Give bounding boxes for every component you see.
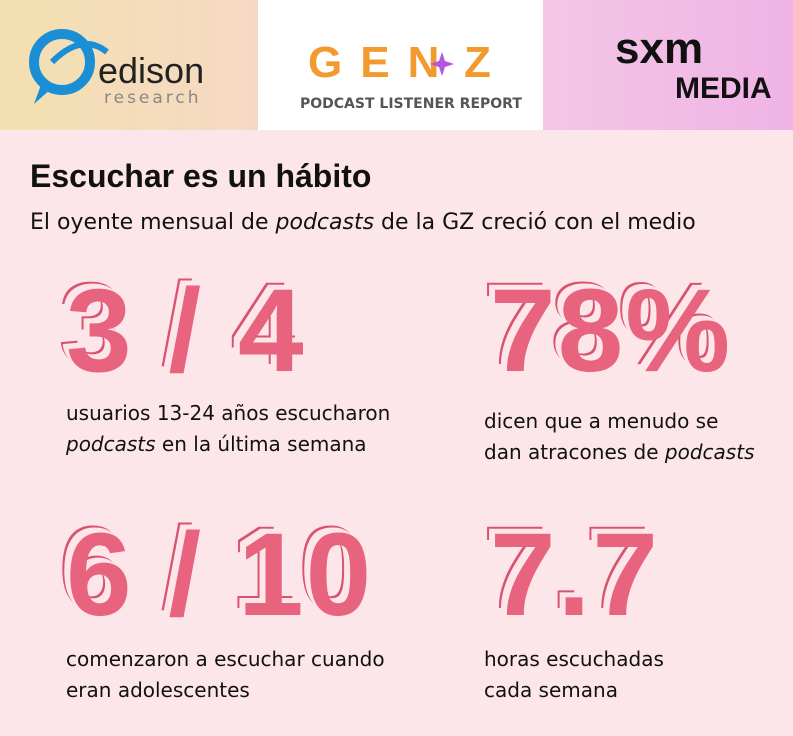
caption-line: dan atracones de podcasts xyxy=(484,437,754,468)
edison-icon xyxy=(29,29,109,104)
caption-line: comenzaron a escuchar cuando xyxy=(66,644,385,675)
text-segment: dicen que a menudo se xyxy=(484,409,719,433)
caption-line: cada semana xyxy=(484,675,664,706)
star xyxy=(430,52,454,76)
text-segment: en la última semana xyxy=(155,432,367,456)
sxm-sub: MEDIA xyxy=(675,72,772,105)
text-segment: El oyente mensual de xyxy=(30,210,276,235)
sxm-name: sxm xyxy=(615,24,704,73)
caption-line: podcasts en la última semana xyxy=(66,429,390,460)
edison-panel: edison research xyxy=(0,0,258,130)
genz-sub: PODCAST LISTENER REPORT xyxy=(300,96,522,112)
text-segment: horas escuchadas xyxy=(484,647,664,671)
edison-name: edison xyxy=(98,50,205,91)
caption-line: usuarios 13-24 años escucharon xyxy=(66,398,390,429)
big-figure: 3 / 4 xyxy=(66,265,306,397)
edison-sub: research xyxy=(104,88,202,108)
text-segment: cada semana xyxy=(484,678,618,702)
big-figure: 7.7 xyxy=(490,509,661,641)
text-segment: podcasts xyxy=(66,432,156,456)
big-figure: 78% xyxy=(490,265,733,397)
title: Escuchar es un hábito xyxy=(30,158,372,194)
caption: usuarios 13-24 años escucharon podcasts e… xyxy=(66,398,390,460)
text-segment: podcasts xyxy=(664,440,755,464)
caption-line: eran adolescentes xyxy=(66,675,385,706)
caption-line: dicen que a menudo se xyxy=(484,406,754,437)
text-segment: usuarios 13-24 años escucharon xyxy=(66,401,391,425)
text-segment: de la GZ creció con el medio xyxy=(374,210,696,235)
genz-left: GEN xyxy=(308,38,458,87)
subtitle: El oyente mensual de podcasts de la GZ c… xyxy=(30,210,696,235)
sxm-panel: sxm MEDIA xyxy=(543,0,793,130)
text-segment: dan atracones de xyxy=(484,440,665,464)
caption: dicen que a menudo se dan atracones de po… xyxy=(484,406,754,468)
text-segment: podcasts xyxy=(275,210,375,235)
caption: horas escuchadas cada semana xyxy=(484,644,664,706)
caption-line: horas escuchadas xyxy=(484,644,664,675)
caption: comenzaron a escuchar cuando eran adolesc… xyxy=(66,644,385,706)
genz-right: Z xyxy=(464,38,491,87)
text-segment: eran adolescentes xyxy=(66,678,250,702)
big-figure: 6 / 10 xyxy=(66,509,374,641)
genz-panel: GEN Z PODCAST LISTENER REPORT xyxy=(258,0,543,130)
text-segment: comenzaron a escuchar cuando xyxy=(66,647,385,671)
